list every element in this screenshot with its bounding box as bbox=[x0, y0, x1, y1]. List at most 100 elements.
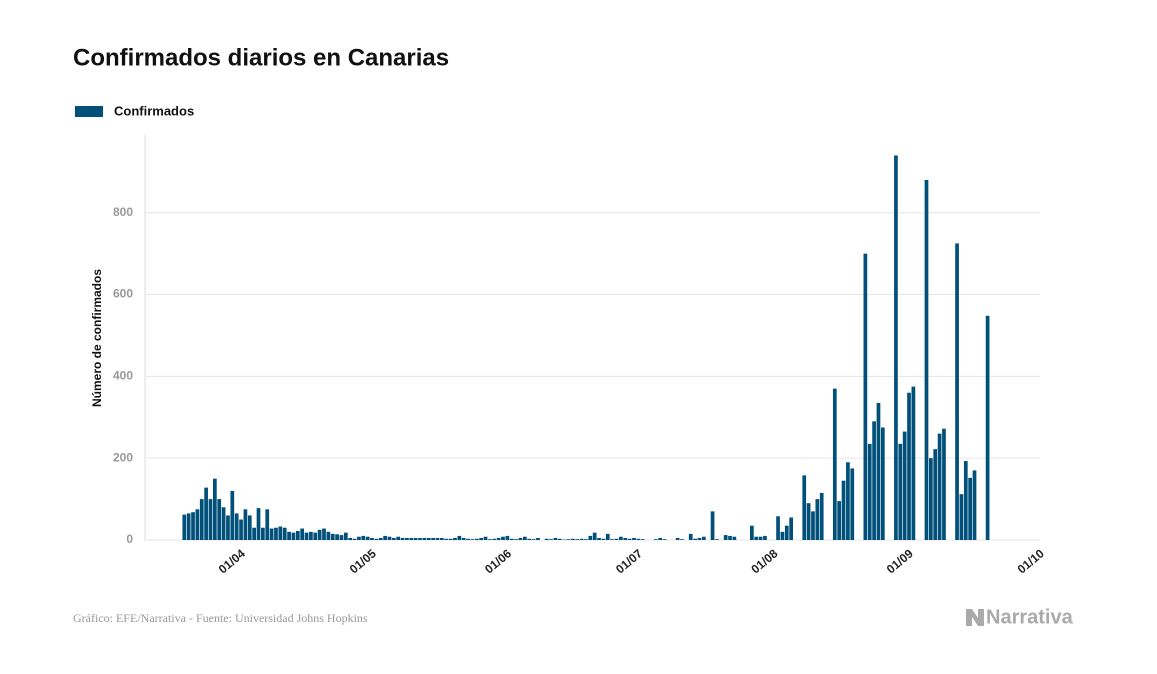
chart-title: Confirmados diarios en Canarias bbox=[73, 44, 449, 71]
bar bbox=[326, 531, 331, 540]
x-tick-label: 01/04 bbox=[216, 546, 248, 576]
bar bbox=[313, 532, 318, 540]
bar bbox=[536, 537, 540, 540]
bar bbox=[894, 155, 898, 541]
bar bbox=[509, 538, 514, 540]
bar bbox=[348, 537, 353, 540]
bar bbox=[806, 503, 811, 540]
bar bbox=[928, 458, 933, 540]
bar bbox=[697, 537, 702, 540]
bar bbox=[182, 514, 187, 540]
source: Gráfico: EFE/Narrativa - Fuente: Univers… bbox=[73, 611, 368, 625]
bar bbox=[453, 537, 457, 540]
bar bbox=[907, 392, 911, 540]
bar bbox=[278, 526, 283, 540]
bar bbox=[653, 539, 658, 540]
bar bbox=[623, 537, 628, 540]
bar bbox=[282, 527, 287, 540]
bar bbox=[863, 253, 868, 541]
x-tick-label: 01/10 bbox=[1015, 546, 1047, 576]
bar bbox=[553, 537, 558, 540]
y-tick-label: 400 bbox=[113, 369, 133, 383]
bar bbox=[789, 517, 794, 540]
bar bbox=[937, 433, 942, 540]
bar bbox=[597, 537, 601, 540]
bar bbox=[492, 538, 497, 540]
bar bbox=[352, 538, 357, 540]
bar bbox=[474, 538, 479, 540]
x-tick-label: 01/08 bbox=[748, 546, 780, 576]
bar bbox=[426, 537, 431, 540]
y-tick-label: 200 bbox=[113, 450, 133, 464]
bar bbox=[221, 507, 226, 540]
bar bbox=[841, 480, 846, 540]
bar bbox=[985, 315, 990, 540]
bar bbox=[575, 539, 580, 540]
bar bbox=[505, 535, 510, 540]
bar bbox=[880, 427, 885, 540]
y-tick-label: 600 bbox=[113, 287, 133, 301]
y-tick-label: 800 bbox=[113, 205, 133, 219]
bar bbox=[802, 475, 807, 540]
bar bbox=[549, 539, 553, 540]
bar bbox=[291, 532, 296, 540]
bar bbox=[418, 537, 422, 540]
bar bbox=[784, 525, 789, 540]
y-tick-label: 0 bbox=[126, 532, 133, 546]
bar bbox=[370, 537, 374, 540]
bar bbox=[601, 538, 606, 540]
bar bbox=[942, 428, 946, 540]
bar bbox=[518, 537, 523, 540]
bar bbox=[619, 536, 623, 540]
bar bbox=[924, 180, 929, 540]
bar bbox=[819, 492, 824, 540]
bar bbox=[440, 537, 444, 540]
bar bbox=[269, 528, 274, 540]
bar bbox=[378, 537, 383, 540]
bar bbox=[662, 539, 667, 540]
bar bbox=[776, 516, 780, 540]
bar bbox=[274, 527, 278, 540]
bar bbox=[710, 511, 715, 540]
bar bbox=[295, 531, 300, 540]
bar bbox=[470, 539, 475, 540]
bar bbox=[409, 537, 414, 540]
bar bbox=[391, 537, 396, 540]
bar bbox=[584, 539, 588, 540]
bar bbox=[902, 431, 907, 540]
bar bbox=[544, 538, 549, 540]
bar bbox=[566, 539, 571, 540]
bar bbox=[688, 533, 693, 540]
bar bbox=[693, 538, 697, 540]
bar bbox=[343, 532, 348, 540]
bar bbox=[287, 531, 291, 540]
bar bbox=[208, 499, 213, 540]
bar bbox=[754, 536, 759, 540]
bar bbox=[226, 515, 230, 540]
bar bbox=[968, 477, 973, 540]
bar bbox=[867, 443, 872, 540]
bar bbox=[514, 539, 518, 540]
bar bbox=[715, 539, 719, 540]
bar bbox=[488, 539, 492, 540]
bar bbox=[204, 487, 208, 540]
bar bbox=[570, 538, 575, 540]
bar bbox=[846, 462, 850, 540]
bar bbox=[780, 531, 785, 540]
x-tick-label: 01/06 bbox=[482, 546, 514, 576]
bar bbox=[610, 539, 615, 540]
x-tick-label: 01/05 bbox=[347, 546, 379, 576]
bar bbox=[763, 535, 767, 540]
bar bbox=[431, 537, 436, 540]
bar bbox=[872, 421, 876, 540]
bar bbox=[614, 538, 619, 540]
bar bbox=[483, 536, 488, 540]
bar bbox=[413, 537, 418, 540]
bar bbox=[911, 386, 916, 540]
bar bbox=[933, 449, 938, 540]
bar bbox=[732, 536, 737, 540]
bar bbox=[658, 537, 663, 540]
bar bbox=[422, 537, 427, 540]
bar bbox=[239, 519, 243, 540]
